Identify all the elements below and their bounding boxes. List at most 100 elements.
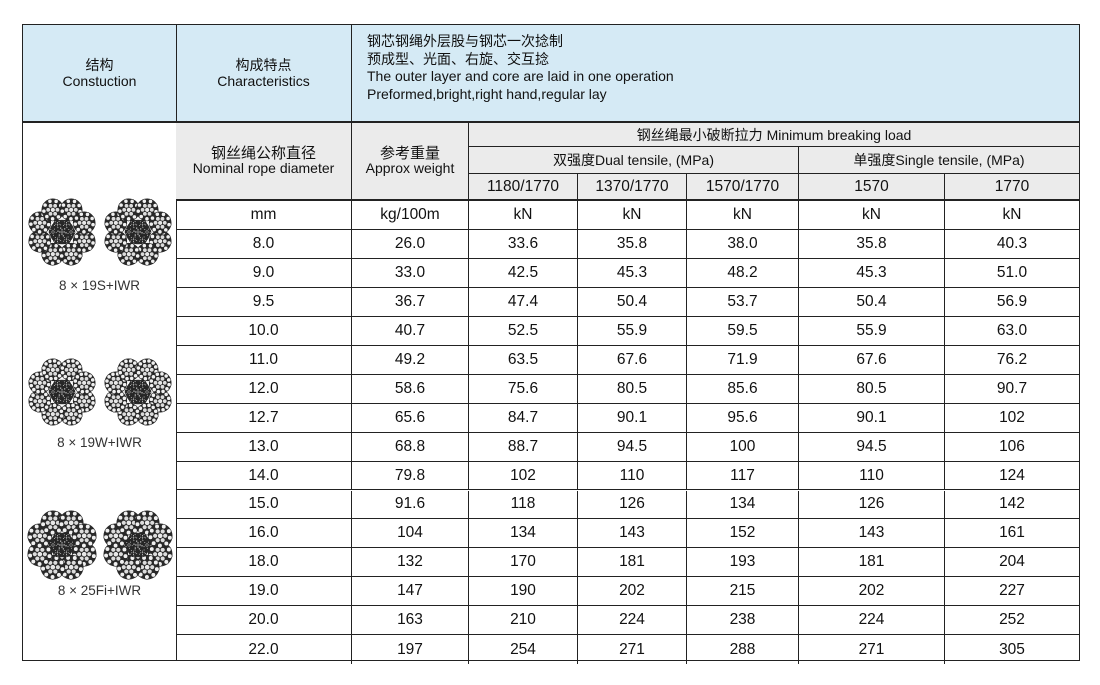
table-cell: 126 [577, 490, 686, 520]
table-cell: 227 [944, 577, 1079, 607]
table-cell: 36.7 [351, 287, 468, 317]
table-cell: 224 [798, 606, 944, 636]
table-cell: 190 [468, 577, 577, 607]
table-cell: 102 [944, 403, 1079, 433]
table-cell: 33.6 [468, 229, 577, 259]
table-cell: 271 [798, 635, 944, 665]
unit-cell: kN [798, 201, 944, 230]
spec-sheet: 结构 Constuction 构成特点 Characteristics 钢芯钢绳… [22, 24, 1080, 665]
table-cell: 45.3 [798, 258, 944, 288]
table-cell: 51.0 [944, 258, 1079, 288]
wire-rope-cross-section-icon [28, 198, 96, 266]
weight-header-zh: 参考重量 [379, 145, 440, 162]
table-cell: 15.0 [176, 491, 351, 520]
structure-column: 8 × 19S+IWR 8 × 19W+IWR 8 × 25Fi+IWR [23, 123, 177, 660]
table-cell: 132 [351, 548, 468, 578]
wire-rope-cross-section-icon [27, 510, 97, 580]
wire-rope-cross-section-icon [104, 358, 172, 426]
unit-cell: kN [686, 201, 798, 230]
table-cell: 104 [351, 519, 468, 549]
structure-header: 结构 Constuction [23, 25, 177, 121]
table-cell: 197 [351, 635, 468, 665]
rope-label: 8 × 19S+IWR [58, 278, 141, 293]
table-cell: 134 [468, 519, 577, 549]
table-cell: 110 [798, 461, 944, 491]
table-cell: 76.2 [944, 345, 1079, 375]
diameter-header: 钢丝绳公称直径 Nominal rope diameter [176, 123, 351, 201]
table-cell: 124 [944, 461, 1079, 491]
table-cell: 48.2 [686, 258, 798, 288]
table-cell: 11.0 [176, 346, 351, 375]
table-cell: 63.0 [944, 316, 1079, 346]
table-cell: 202 [577, 577, 686, 607]
table-cell: 161 [944, 519, 1079, 549]
weight-header-en: Approx weight [365, 160, 455, 176]
table-cell: 90.7 [944, 374, 1079, 404]
table-cell: 106 [944, 432, 1079, 462]
table-cell: 193 [686, 548, 798, 578]
table-cell: 33.0 [351, 258, 468, 288]
header-band: 结构 Constuction 构成特点 Characteristics 钢芯钢绳… [23, 25, 1079, 123]
table-cell: 143 [577, 519, 686, 549]
description-line: 钢芯钢绳外层股与钢芯一次捻制 [367, 33, 563, 49]
table-cell: 79.8 [351, 461, 468, 491]
breaking-load-table: 钢丝绳公称直径 Nominal rope diameter 参考重量 Appro… [176, 123, 1079, 665]
unit-cell: kN [468, 201, 577, 230]
tensile-grade-header: 1370/1770 [577, 174, 686, 201]
table-cell: 181 [577, 548, 686, 578]
table-cell: 35.8 [798, 229, 944, 259]
table-cell: 224 [577, 606, 686, 636]
table-cell: 35.8 [577, 229, 686, 259]
description-line: The outer layer and core are laid in one… [367, 68, 674, 84]
wire-rope-cross-section-icon [103, 510, 173, 580]
table-cell: 118 [468, 490, 577, 520]
table-cell: 84.7 [468, 403, 577, 433]
table-cell: 95.6 [686, 403, 798, 433]
table-cell: 271 [577, 635, 686, 665]
table-cell: 254 [468, 635, 577, 665]
table-cell: 52.5 [468, 316, 577, 346]
table-cell: 16.0 [176, 519, 351, 549]
table-cell: 67.6 [798, 345, 944, 375]
table-cell: 305 [944, 635, 1079, 665]
unit-cell: kN [577, 201, 686, 230]
table-cell: 10.0 [176, 317, 351, 346]
table-cell: 215 [686, 577, 798, 607]
table-cell: 80.5 [798, 374, 944, 404]
table-cell: 100 [686, 432, 798, 462]
table-cell: 142 [944, 490, 1079, 520]
construction-description: 钢芯钢绳外层股与钢芯一次捻制 预成型、光面、右旋、交互捻 The outer l… [367, 33, 674, 103]
table-cell: 18.0 [176, 548, 351, 578]
table-cell: 26.0 [351, 229, 468, 259]
mbl-header: 钢丝绳最小破断拉力 Minimum breaking load [468, 123, 1079, 147]
table-cell: 50.4 [577, 287, 686, 317]
table-cell: 65.6 [351, 403, 468, 433]
table-cell: 68.8 [351, 432, 468, 462]
table-cell: 80.5 [577, 374, 686, 404]
table-cell: 58.6 [351, 374, 468, 404]
table-cell: 88.7 [468, 432, 577, 462]
table-cell: 40.3 [944, 229, 1079, 259]
table-cell: 13.0 [176, 433, 351, 462]
diameter-header-zh: 钢丝绳公称直径 [210, 145, 316, 162]
rope-label: 8 × 19W+IWR [57, 435, 142, 450]
table-cell: 152 [686, 519, 798, 549]
wire-rope-cross-section-icon [28, 358, 96, 426]
table-cell: 19.0 [176, 577, 351, 607]
characteristics-header: 构成特点 Characteristics [176, 25, 352, 121]
wire-rope-cross-section-icon [104, 198, 172, 266]
table-cell: 71.9 [686, 345, 798, 375]
table-cell: 90.1 [577, 403, 686, 433]
table-cell: 202 [798, 577, 944, 607]
table-cell: 126 [798, 490, 944, 520]
table-cell: 252 [944, 606, 1079, 636]
table-cell: 20.0 [176, 606, 351, 636]
table-cell: 9.0 [176, 259, 351, 288]
structure-header-en: Constuction [62, 73, 137, 89]
table-cell: 94.5 [798, 432, 944, 462]
table-cell: 50.4 [798, 287, 944, 317]
tensile-grade-header: 1570/1770 [686, 174, 798, 201]
table-cell: 110 [577, 461, 686, 491]
table-cell: 181 [798, 548, 944, 578]
description-line: Preformed,bright,right hand,regular lay [367, 85, 607, 102]
